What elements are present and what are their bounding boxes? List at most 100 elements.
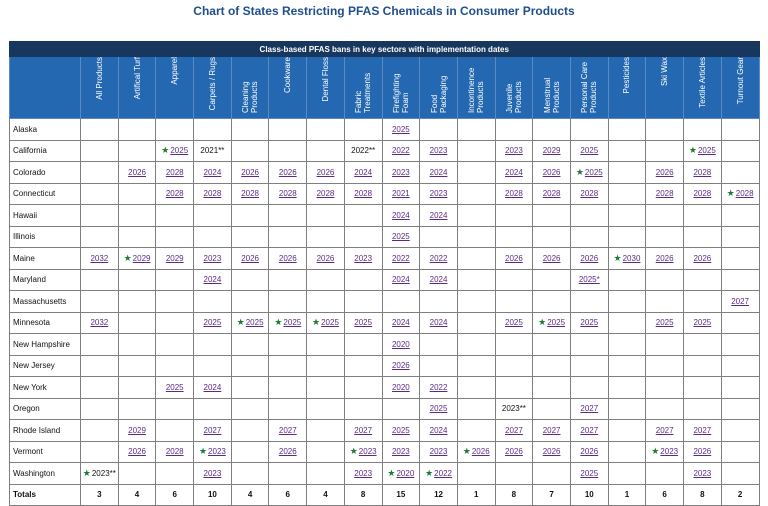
year-link[interactable]: 2027 <box>354 425 373 435</box>
year-link[interactable]: 2022 <box>434 468 452 478</box>
year-link[interactable]: 2025 <box>203 318 222 328</box>
year-link[interactable]: 2029 <box>128 425 146 435</box>
year-link[interactable]: 2024 <box>429 425 448 435</box>
year-link[interactable]: 2026 <box>316 253 335 263</box>
year-link[interactable]: 2025 <box>283 318 302 328</box>
year-link[interactable]: 2024 <box>429 210 448 220</box>
year-link[interactable]: 2025 <box>170 146 189 156</box>
year-link[interactable]: 2026 <box>241 167 259 177</box>
year-link[interactable]: 2026 <box>655 167 674 177</box>
year-link[interactable]: 2028 <box>542 189 561 199</box>
year-link[interactable]: 2025 <box>693 318 712 328</box>
year-link[interactable]: 2026 <box>542 253 561 263</box>
year-link[interactable]: 2027 <box>505 425 523 435</box>
year-link[interactable]: 2025 <box>697 146 716 156</box>
year-link[interactable]: 2027 <box>542 425 561 435</box>
year-link[interactable]: 2026 <box>128 167 146 177</box>
year-link[interactable]: 2025 <box>245 318 264 328</box>
year-link[interactable]: 2025 <box>391 425 410 435</box>
year-link[interactable]: 2026 <box>655 253 674 263</box>
year-link[interactable]: 2023 <box>358 447 377 457</box>
year-link[interactable]: 2026 <box>278 447 297 457</box>
year-link[interactable]: 2028 <box>580 189 599 199</box>
year-link[interactable]: 2025 <box>165 382 184 392</box>
year-link[interactable]: 2026 <box>542 167 561 177</box>
year-link[interactable]: 2022 <box>429 382 448 392</box>
year-link[interactable]: 2028 <box>165 447 184 457</box>
year-link[interactable]: 2026 <box>693 447 712 457</box>
year-link[interactable]: 2027 <box>693 425 712 435</box>
year-link[interactable]: 2025* <box>578 275 600 285</box>
year-link[interactable]: 2023 <box>429 447 448 457</box>
year-link[interactable]: 2027 <box>278 425 297 435</box>
year-link[interactable]: 2023 <box>208 447 226 457</box>
year-link[interactable]: 2026 <box>241 253 259 263</box>
year-link[interactable]: 2024 <box>354 167 373 177</box>
year-link[interactable]: 2024 <box>203 167 222 177</box>
year-link[interactable]: 2024 <box>391 318 410 328</box>
year-link[interactable]: 2032 <box>90 318 109 328</box>
year-link[interactable]: 2020 <box>391 339 410 349</box>
year-link[interactable]: 2025 <box>354 318 373 328</box>
year-link[interactable]: 2026 <box>278 167 297 177</box>
year-link[interactable]: 2027 <box>731 296 749 306</box>
year-link[interactable]: 2026 <box>580 253 599 263</box>
year-link[interactable]: 2026 <box>471 447 490 457</box>
year-link[interactable]: 2024 <box>203 275 222 285</box>
year-link[interactable]: 2027 <box>203 425 222 435</box>
year-link[interactable]: 2025 <box>547 318 566 328</box>
year-link[interactable]: 2032 <box>90 253 109 263</box>
year-link[interactable]: 2024 <box>429 167 448 177</box>
year-link[interactable]: 2023 <box>693 468 712 478</box>
year-link[interactable]: 2025 <box>391 232 410 242</box>
year-link[interactable]: 2028 <box>165 167 184 177</box>
year-link[interactable]: 2026 <box>505 447 523 457</box>
year-link[interactable]: 2023 <box>505 146 523 156</box>
year-link[interactable]: 2028 <box>505 189 523 199</box>
year-link[interactable]: 2028 <box>203 189 222 199</box>
year-link[interactable]: 2024 <box>429 318 448 328</box>
year-link[interactable]: 2020 <box>391 382 410 392</box>
year-link[interactable]: 2026 <box>580 447 599 457</box>
year-link[interactable]: 2022 <box>429 253 448 263</box>
year-link[interactable]: 2025 <box>391 124 410 134</box>
year-link[interactable]: 2025 <box>655 318 674 328</box>
year-link[interactable]: 2020 <box>396 468 415 478</box>
year-link[interactable]: 2028 <box>241 189 259 199</box>
year-link[interactable]: 2025 <box>321 318 339 328</box>
year-link[interactable]: 2028 <box>316 189 335 199</box>
year-link[interactable]: 2024 <box>429 275 448 285</box>
year-link[interactable]: 2025 <box>580 318 599 328</box>
year-link[interactable]: 2024 <box>391 210 410 220</box>
year-link[interactable]: 2026 <box>693 253 712 263</box>
year-link[interactable]: 2027 <box>580 425 599 435</box>
year-link[interactable]: 2026 <box>278 253 297 263</box>
year-link[interactable]: 2028 <box>693 167 712 177</box>
year-link[interactable]: 2022 <box>391 146 410 156</box>
year-link[interactable]: 2028 <box>655 189 674 199</box>
year-link[interactable]: 2023 <box>391 447 410 457</box>
year-link[interactable]: 2026 <box>316 167 335 177</box>
year-link[interactable]: 2027 <box>655 425 674 435</box>
year-link[interactable]: 2028 <box>735 189 754 199</box>
year-link[interactable]: 2025 <box>584 167 603 177</box>
year-link[interactable]: 2023 <box>429 146 448 156</box>
year-link[interactable]: 2021 <box>391 189 410 199</box>
year-link[interactable]: 2023 <box>429 189 448 199</box>
year-link[interactable]: 2023 <box>203 468 222 478</box>
year-link[interactable]: 2026 <box>128 447 146 457</box>
year-link[interactable]: 2027 <box>580 404 599 414</box>
year-link[interactable]: 2025 <box>505 318 523 328</box>
year-link[interactable]: 2029 <box>132 253 151 263</box>
year-link[interactable]: 2024 <box>391 275 410 285</box>
year-link[interactable]: 2025 <box>429 404 448 414</box>
year-link[interactable]: 2025 <box>580 468 599 478</box>
year-link[interactable]: 2026 <box>505 253 523 263</box>
year-link[interactable]: 2026 <box>391 361 410 371</box>
year-link[interactable]: 2028 <box>278 189 297 199</box>
year-link[interactable]: 2023 <box>354 253 373 263</box>
year-link[interactable]: 2022 <box>391 253 410 263</box>
year-link[interactable]: 2025 <box>580 146 599 156</box>
year-link[interactable]: 2023 <box>354 468 373 478</box>
year-link[interactable]: 2028 <box>165 189 184 199</box>
